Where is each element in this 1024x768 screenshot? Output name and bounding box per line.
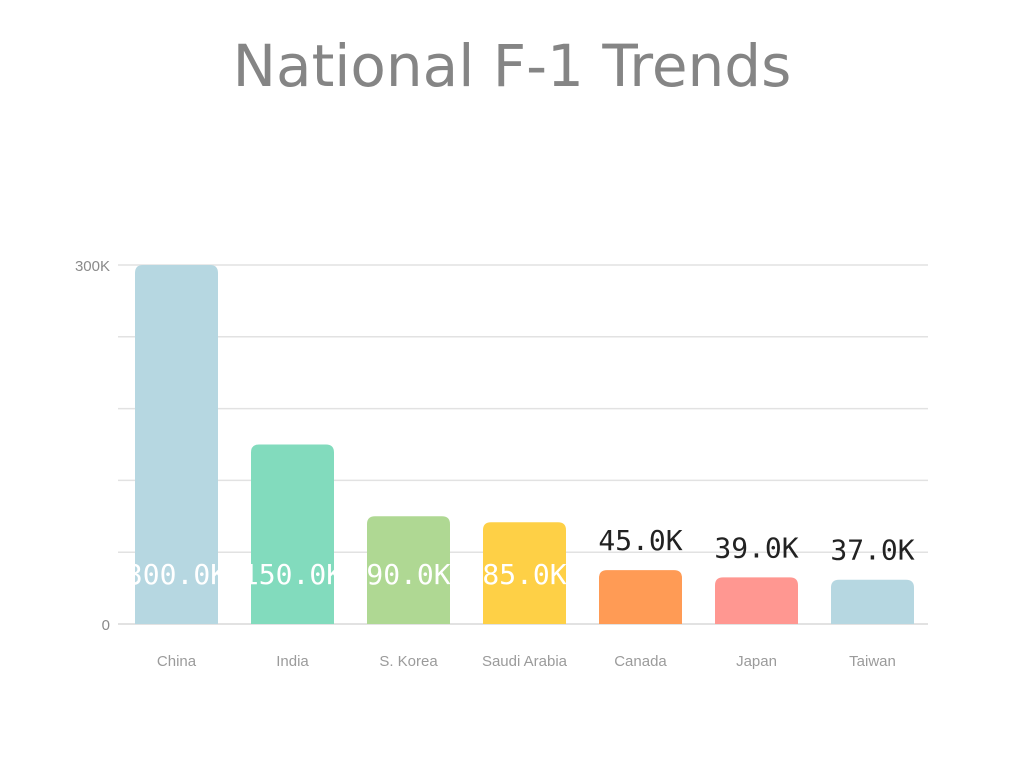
y-axis-ticks: 0 300K	[75, 258, 110, 634]
bar	[251, 444, 334, 624]
y-tick-label: 0	[102, 617, 110, 634]
x-tick-label: Saudi Arabia	[482, 653, 568, 670]
x-tick-label: China	[157, 653, 197, 670]
data-label: 150.0K	[242, 558, 343, 591]
data-label: 90.0K	[366, 558, 450, 591]
y-tick-label: 300K	[75, 258, 110, 275]
bars	[135, 265, 914, 624]
data-label: 45.0K	[598, 524, 682, 557]
x-tick-label: Japan	[736, 653, 777, 670]
data-label: 39.0K	[714, 531, 798, 564]
bar	[483, 522, 566, 624]
x-tick-label: India	[276, 653, 309, 670]
x-axis-ticks: China India S. Korea Saudi Arabia Canada Japa…	[157, 653, 896, 670]
data-label: 85.0K	[482, 558, 566, 591]
bar	[715, 577, 798, 624]
x-tick-label: S. Korea	[379, 653, 438, 670]
x-tick-label: Canada	[614, 653, 667, 670]
data-label: 37.0K	[830, 534, 914, 567]
bar	[135, 265, 218, 624]
x-tick-label: Taiwan	[849, 653, 896, 670]
bar	[831, 579, 914, 624]
bar	[599, 570, 682, 624]
data-label: 300.0K	[126, 558, 227, 591]
chart-title: National F-1 Trends	[232, 32, 792, 100]
bar	[367, 516, 450, 624]
data-labels: 300.0K 150.0K 90.0K 85.0K 45.0K 39.0K 37.0K	[126, 524, 915, 591]
